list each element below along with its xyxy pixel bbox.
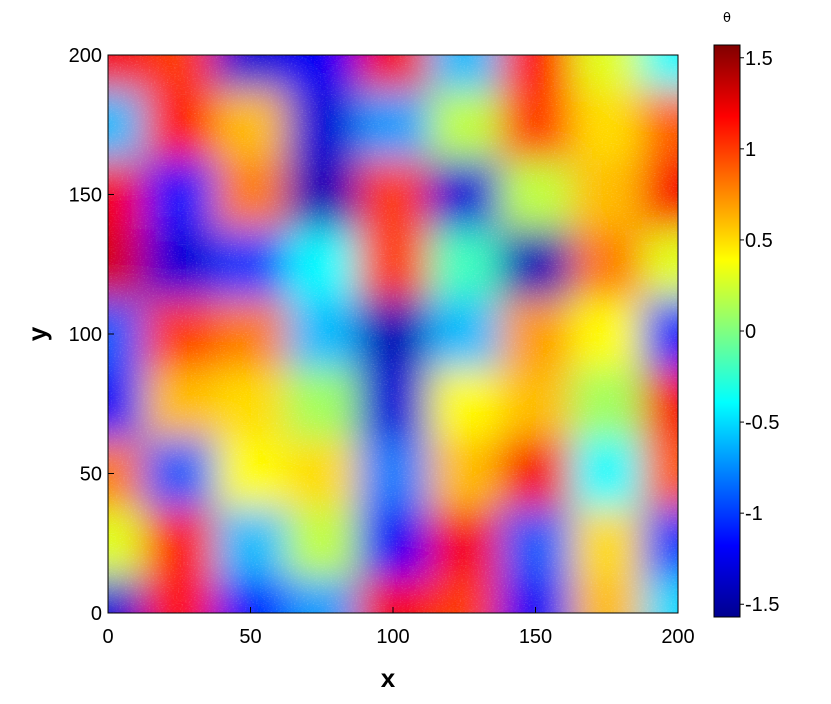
y-tick-label: 50 <box>80 464 102 486</box>
colorbar-title: θ <box>723 11 731 26</box>
x-axis-ticks: 0 50 100 150 200 <box>102 607 695 648</box>
x-tick-label: 50 <box>239 626 261 648</box>
colorbar-tick-label: -0.5 <box>745 412 779 434</box>
x-tick-label: 0 <box>102 626 113 648</box>
y-tick-label: 100 <box>69 324 102 346</box>
colorbar-tick-label: -1 <box>745 503 763 525</box>
x-tick-label: 150 <box>519 626 552 648</box>
y-axis-label: y <box>22 326 52 341</box>
colorbar <box>713 44 741 618</box>
heatmap-texture <box>108 55 678 613</box>
y-tick-label: 150 <box>69 185 102 207</box>
y-tick-label: 200 <box>69 45 102 67</box>
x-axis-label: x <box>381 663 396 693</box>
x-tick-label: 200 <box>661 626 694 648</box>
colorbar-tick-label: 1 <box>745 139 756 161</box>
colorbar-ticks: 1.5 1 0.5 0 -0.5 -1 -1.5 <box>740 48 779 616</box>
x-tick-label: 100 <box>376 626 409 648</box>
y-tick-label: 0 <box>91 603 102 625</box>
y-axis-ticks: 0 50 100 150 200 <box>69 45 114 625</box>
colorbar-tick-label: 0.5 <box>745 230 773 252</box>
heatmap-area <box>108 55 678 613</box>
colorbar-tick-label: -1.5 <box>745 594 779 616</box>
colorbar-tick-label: 1.5 <box>745 48 773 70</box>
colorbar-tick-label: 0 <box>745 321 756 343</box>
